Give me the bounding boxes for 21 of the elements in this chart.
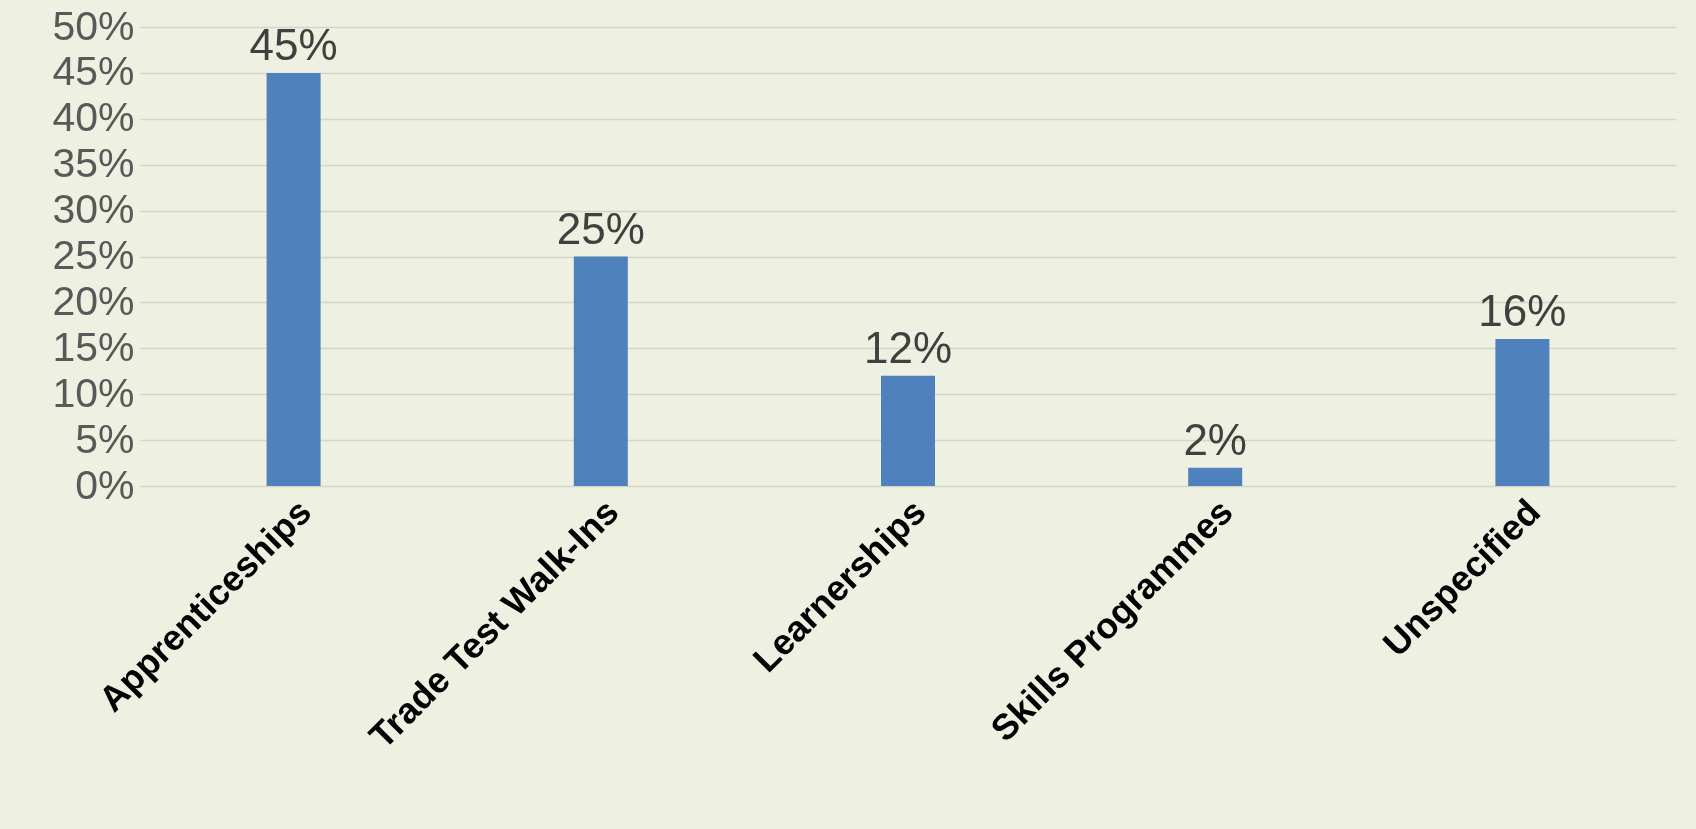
y-tick-label: 35%: [52, 140, 135, 187]
data-label: 45%: [249, 19, 338, 69]
y-tick-label: 10%: [52, 369, 135, 416]
y-tick-label: 40%: [52, 94, 135, 141]
y-tick-label: 20%: [52, 277, 135, 324]
y-tick-label: 0%: [75, 461, 135, 508]
data-label: 16%: [1478, 286, 1567, 336]
y-tick-label: 5%: [75, 415, 135, 462]
data-label: 25%: [556, 203, 645, 253]
data-label: 2%: [1183, 414, 1247, 464]
data-label: 12%: [863, 322, 953, 372]
y-tick-label: 30%: [52, 186, 135, 233]
bar: [266, 72, 321, 486]
y-tick-label: 15%: [52, 323, 135, 370]
bar: [573, 256, 628, 486]
y-tick-label: 25%: [52, 232, 135, 278]
bar: [1188, 467, 1243, 486]
bar: [881, 375, 935, 486]
y-tick-label: 45%: [52, 48, 135, 95]
y-tick-label: 50%: [52, 2, 135, 49]
bar: [1495, 339, 1550, 486]
